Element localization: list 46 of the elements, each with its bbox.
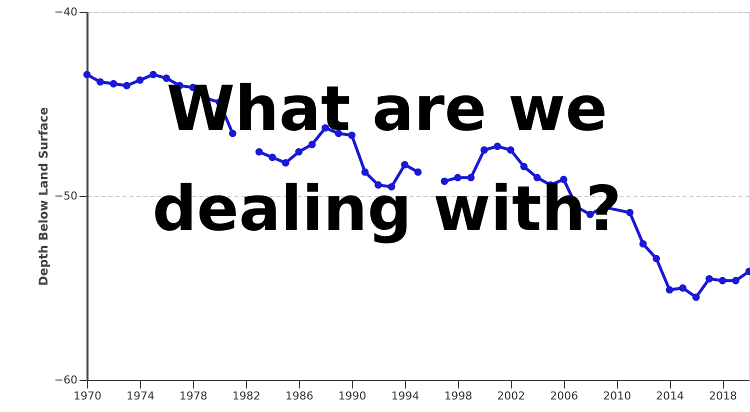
x-tick-label: 2018 bbox=[709, 390, 738, 402]
point bbox=[732, 276, 740, 284]
point bbox=[123, 82, 130, 90]
point bbox=[136, 76, 144, 84]
point bbox=[494, 142, 502, 150]
x-tick-label: 2006 bbox=[550, 390, 578, 402]
point bbox=[96, 78, 104, 86]
point bbox=[149, 70, 157, 78]
point bbox=[480, 146, 488, 154]
point bbox=[520, 162, 528, 170]
point bbox=[361, 168, 369, 176]
point bbox=[533, 174, 541, 182]
point bbox=[467, 174, 475, 182]
point bbox=[282, 159, 290, 167]
x-tick-label: 2002 bbox=[497, 390, 526, 402]
x-tick-label: 1986 bbox=[285, 390, 314, 402]
point bbox=[268, 154, 276, 162]
x-tick-label: 1998 bbox=[444, 390, 472, 402]
y-tick-label: −60 bbox=[54, 374, 78, 386]
point bbox=[626, 208, 634, 216]
y-tick-label: −50 bbox=[54, 190, 78, 202]
point bbox=[718, 276, 726, 284]
x-tick-label: 1982 bbox=[232, 390, 260, 402]
point bbox=[679, 284, 687, 292]
point bbox=[255, 148, 263, 156]
x-tick-label: 2014 bbox=[656, 390, 684, 402]
point bbox=[692, 294, 700, 301]
point bbox=[454, 174, 462, 182]
point bbox=[639, 240, 647, 248]
x-tick-label: 1990 bbox=[338, 390, 366, 402]
y-axis-title: Depth Below Land Surface bbox=[36, 107, 50, 286]
point bbox=[110, 80, 118, 88]
y-tick-label: −40 bbox=[54, 6, 78, 18]
point bbox=[652, 254, 660, 262]
point bbox=[506, 146, 514, 154]
point bbox=[83, 70, 91, 78]
point bbox=[401, 161, 408, 168]
x-tick-label: 1974 bbox=[126, 390, 154, 402]
x-tick-label: 2010 bbox=[603, 390, 632, 402]
x-tick-label: 1994 bbox=[391, 390, 420, 402]
x-tick-label: 1978 bbox=[179, 390, 208, 402]
point bbox=[666, 286, 674, 294]
point bbox=[706, 275, 713, 282]
point bbox=[414, 168, 422, 176]
x-tick-label: 1970 bbox=[74, 390, 102, 402]
point bbox=[295, 148, 303, 156]
